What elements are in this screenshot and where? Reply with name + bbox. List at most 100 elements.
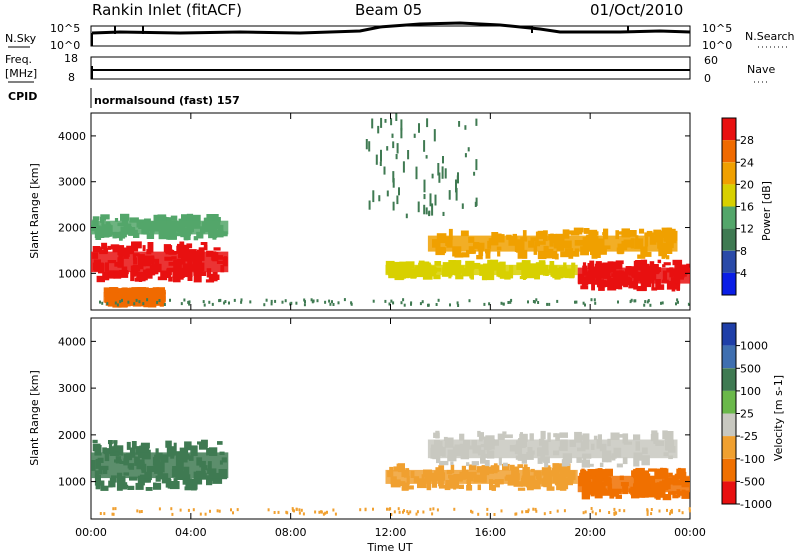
range-cell (165, 440, 172, 448)
colorbar-tick-label: 20 (740, 178, 754, 191)
range-cell (574, 248, 580, 257)
range-cell (669, 512, 671, 516)
colorbar-swatch (722, 118, 736, 141)
velocity-colorbar-label: Velocity [m s-1] (772, 375, 785, 461)
range-cell (475, 159, 478, 171)
range-cell (302, 512, 305, 516)
range-cell (127, 485, 135, 490)
range-cell (646, 512, 649, 516)
range-cell (669, 510, 672, 513)
range-cell (429, 193, 432, 207)
range-cell (390, 299, 393, 303)
range-cell (158, 214, 167, 225)
range-cell (433, 129, 436, 142)
range-cell (105, 300, 112, 306)
range-cell (136, 509, 139, 513)
range-cell (548, 302, 551, 306)
range-cell (556, 509, 559, 513)
range-cell (426, 479, 432, 491)
range-cell (511, 466, 518, 471)
range-cell (320, 510, 323, 514)
range-cell (92, 246, 101, 253)
range-cell (675, 302, 677, 306)
range-cell (688, 509, 691, 513)
range-cell (671, 287, 676, 292)
range-cell (379, 161, 382, 166)
range-cell (655, 279, 661, 289)
range-cell (687, 302, 690, 306)
nave-tick-top: 60 (704, 54, 718, 67)
range-cell (388, 507, 391, 511)
range-cell (559, 432, 568, 438)
colorbar-swatch (722, 250, 736, 273)
echo-band (91, 452, 229, 479)
range-cell (208, 231, 218, 238)
range-cell (133, 302, 136, 306)
range-cell (138, 510, 141, 514)
range-cell (560, 251, 569, 258)
range-cell (641, 263, 650, 272)
range-cell (527, 300, 529, 304)
range-cell (273, 511, 276, 514)
range-cell (477, 430, 481, 437)
range-cell (123, 484, 129, 489)
range-cell (240, 298, 243, 302)
range-cell (681, 511, 684, 515)
range-cell (617, 231, 625, 235)
range-cell (468, 299, 471, 303)
range-cell (182, 267, 193, 278)
range-cell (390, 513, 393, 516)
range-cell (137, 476, 145, 486)
range-cell (113, 445, 124, 456)
range-cell (109, 272, 115, 276)
range-cell (109, 446, 116, 456)
range-cell (423, 179, 426, 193)
range-cell (653, 229, 661, 236)
range-cell (96, 275, 105, 283)
range-cell (107, 245, 111, 250)
range-cell (466, 485, 473, 491)
range-cell (458, 484, 464, 489)
range-cell (485, 435, 495, 443)
range-cell (497, 251, 501, 257)
colorbar-swatch (722, 140, 736, 163)
range-cell (350, 301, 353, 305)
range-cell (337, 301, 340, 305)
range-cell (549, 261, 555, 266)
range-cell (488, 302, 491, 306)
range-cell (106, 302, 109, 306)
range-cell (556, 299, 559, 303)
range-cell (407, 485, 414, 490)
range-cell (664, 431, 674, 441)
range-cell (450, 464, 455, 474)
range-cell (172, 267, 181, 278)
colorbar-tick-label: 12 (740, 223, 754, 236)
colorbar-tick-label: 16 (740, 201, 754, 214)
range-cell (662, 264, 666, 268)
echo-band (427, 235, 678, 252)
range-cell (612, 261, 622, 270)
range-cell (117, 289, 126, 293)
range-cell (527, 510, 529, 514)
range-cell (100, 485, 109, 491)
range-cell (140, 510, 143, 513)
range-cell (581, 491, 590, 500)
colorbar-swatch (722, 272, 736, 295)
range-cell (202, 300, 205, 304)
range-cell (322, 512, 325, 516)
range-cell (99, 300, 101, 304)
range-cell (473, 171, 476, 176)
range-cell (593, 249, 601, 258)
range-cell (216, 509, 219, 513)
range-cell (200, 242, 208, 245)
range-cell (415, 512, 418, 516)
range-cell (170, 507, 173, 511)
range-cell (396, 143, 399, 154)
range-cell (462, 252, 470, 258)
range-cell (402, 483, 410, 490)
range-cell (422, 274, 433, 280)
x-tick-label: 08:00 (275, 526, 307, 539)
echo-band (103, 292, 166, 303)
nave-label: Nave (747, 63, 775, 76)
